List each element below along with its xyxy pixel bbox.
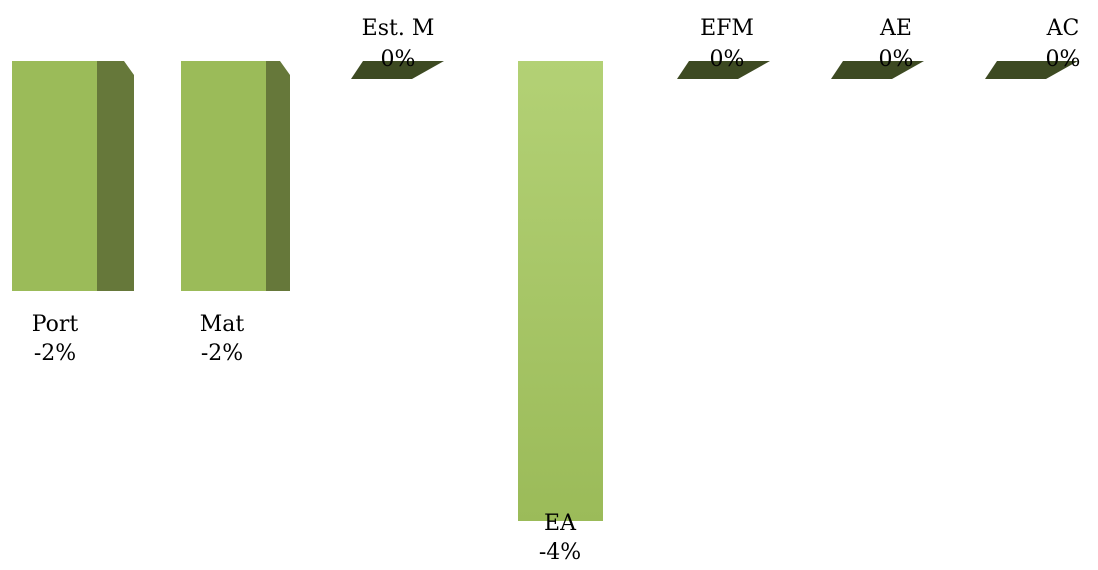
bar-ac (985, 61, 1078, 79)
bar-ac-slab (985, 61, 1078, 79)
bar-ae (831, 61, 924, 79)
bar-est-m (351, 61, 444, 79)
bar-ea-front (518, 61, 603, 521)
value-label-mat: -2% (201, 341, 243, 366)
labels-layer: Port -2% Mat -2% Est. M 0% EA -4% EFM 0% AE 0% AC 0% (32, 16, 1081, 565)
bar-mat (181, 61, 290, 291)
bars-layer (12, 61, 1078, 521)
value-label-efm: 0% (710, 47, 745, 72)
bar-mat-front (181, 61, 266, 291)
bar-efm (677, 61, 770, 79)
bar-efm-slab (677, 61, 770, 79)
category-label-ae: AE (879, 16, 912, 41)
value-label-est-m: 0% (381, 47, 416, 72)
category-label-mat: Mat (200, 312, 245, 337)
value-label-ac: 0% (1046, 47, 1081, 72)
value-label-port: -2% (34, 341, 76, 366)
bar-mat-side (266, 61, 290, 291)
bar-port-front (12, 61, 97, 291)
bar-port-side (97, 61, 134, 291)
bar-est-m-slab (351, 61, 444, 79)
value-label-ae: 0% (879, 47, 914, 72)
category-label-port: Port (32, 312, 79, 337)
bar-ea (518, 61, 603, 521)
bar-ae-slab (831, 61, 924, 79)
category-label-efm: EFM (700, 16, 754, 41)
bar-port (12, 61, 134, 291)
category-label-ea: EA (544, 511, 577, 536)
value-label-ea: -4% (539, 540, 581, 565)
category-label-ac: AC (1046, 16, 1080, 41)
category-label-est-m: Est. M (362, 16, 435, 41)
